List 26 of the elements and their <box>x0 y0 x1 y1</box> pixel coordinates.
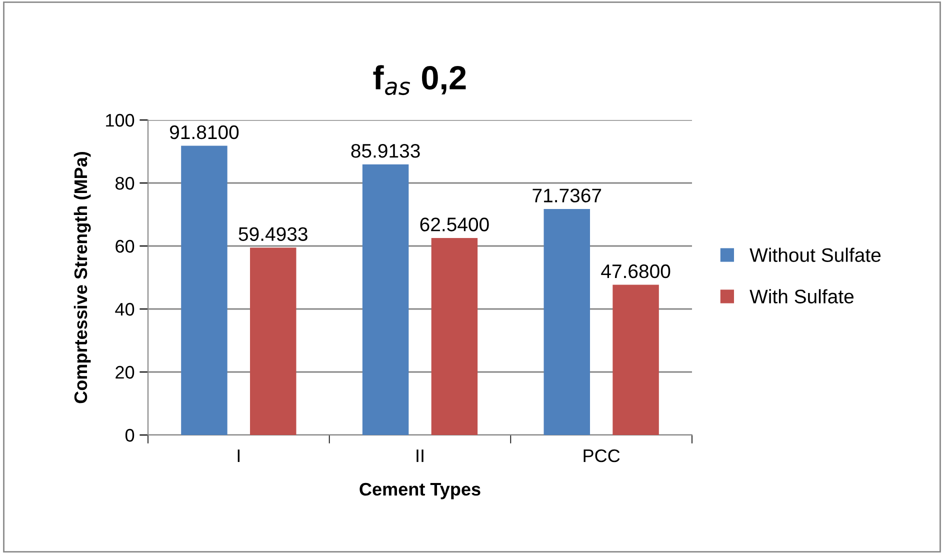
data-label: 62.5400 <box>420 218 489 232</box>
data-label: 71.7367 <box>532 188 602 202</box>
bar <box>362 164 409 435</box>
y-axis-title: Comprtessive Strength (MPa) <box>74 152 91 404</box>
data-label: 59.4933 <box>238 227 308 241</box>
data-label: 91.8100 <box>170 125 239 140</box>
x-tick-label: II <box>416 450 424 462</box>
bar <box>181 146 228 435</box>
y-tick-label: 80 <box>116 176 134 190</box>
x-tick-label: I <box>238 450 240 462</box>
data-label: 47.6800 <box>601 264 670 278</box>
legend-label: Without Sulfate <box>750 248 881 262</box>
bar <box>612 284 659 435</box>
x-tick-label: PCC <box>584 449 620 462</box>
data-label: 85.9133 <box>351 144 420 158</box>
bar <box>431 238 478 435</box>
chart-title: f$_{as}$ 0,2 <box>373 65 466 96</box>
bar <box>544 209 590 435</box>
y-tick-label: 20 <box>116 366 134 379</box>
y-tick-label: 40 <box>115 302 134 316</box>
y-tick-label: 0 <box>125 428 134 442</box>
legend-label: With Sulfate <box>750 289 854 304</box>
bar <box>250 248 296 435</box>
y-tick-label: 60 <box>116 240 134 253</box>
y-tick-label: 100 <box>106 114 134 127</box>
x-axis-title: Cement Types <box>360 482 480 500</box>
